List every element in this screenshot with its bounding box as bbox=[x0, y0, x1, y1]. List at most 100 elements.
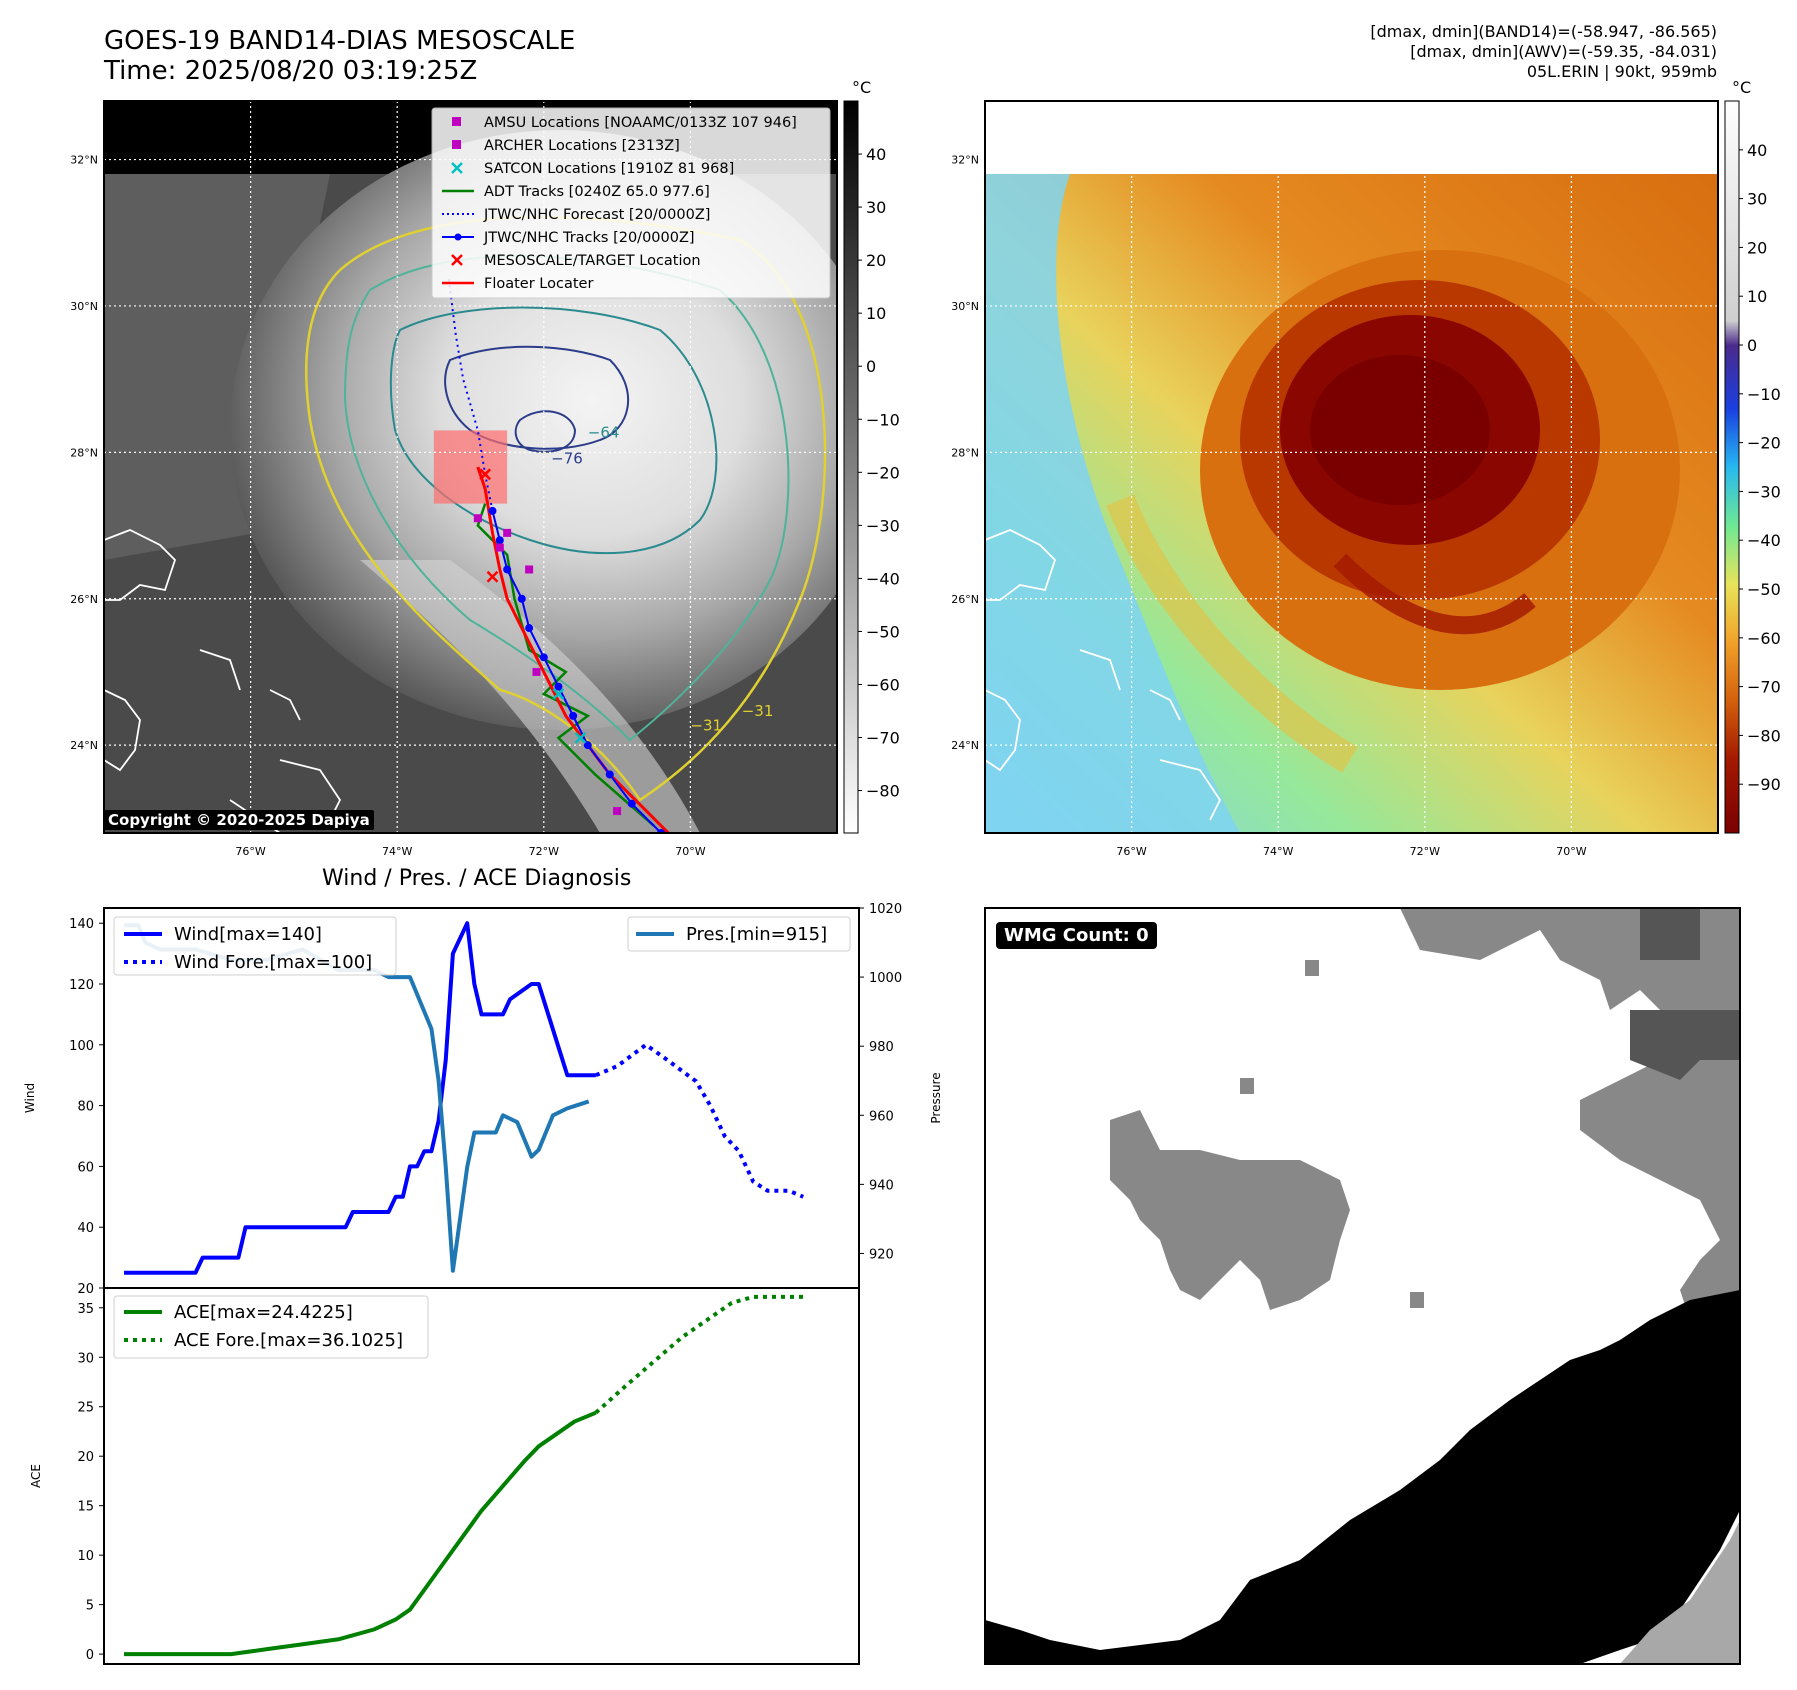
colorbar-tick-label: 0 bbox=[866, 357, 876, 376]
colorbar-tick-label: −10 bbox=[866, 410, 900, 429]
lon-label: 72°W bbox=[1410, 845, 1440, 858]
awv-stats: [dmax, dmin](AWV)=(-59.35, -84.031) bbox=[1410, 42, 1717, 61]
contour-label: −76 bbox=[551, 449, 583, 467]
wind-tick-label: 60 bbox=[77, 1160, 94, 1175]
lon-label: 74°W bbox=[1263, 845, 1293, 858]
colorbar-tick-label: −60 bbox=[1747, 629, 1781, 648]
legend-marker-dot bbox=[454, 233, 462, 241]
wind-legend: Wind[max=140] Wind Fore.[max=100] bbox=[113, 916, 397, 976]
jtwc-point bbox=[503, 565, 512, 574]
legend-label: JTWC/NHC Tracks [20/0000Z] bbox=[483, 230, 695, 246]
legend-label: ADT Tracks [0240Z 65.0 977.6] bbox=[484, 184, 710, 200]
wmg-panel bbox=[984, 907, 1741, 1665]
wmg-count-badge: WMG Count: 0 bbox=[996, 922, 1157, 949]
ace-legend: ACE[max=24.4225] ACE Fore.[max=36.1025] bbox=[113, 1295, 429, 1359]
contour-label: −31 bbox=[742, 702, 774, 720]
lat-label: 28°N bbox=[951, 446, 979, 459]
wind-tick-label: 20 bbox=[77, 1282, 94, 1297]
colorbar-tick-label: 20 bbox=[866, 251, 886, 270]
jtwc-point bbox=[583, 741, 592, 750]
colorbar-tick-label: 30 bbox=[866, 198, 886, 217]
amsu-archer-point bbox=[532, 667, 541, 676]
colorbar-tick-label: −80 bbox=[866, 782, 900, 801]
series-wind-fore- bbox=[595, 1042, 805, 1199]
legend-label: JTWC/NHC Forecast [20/0000Z] bbox=[483, 207, 710, 223]
lat-label: 24°N bbox=[70, 739, 98, 752]
left-map-lon-labels: 76°W 74°W 72°W 70°W bbox=[235, 845, 705, 858]
jtwc-point bbox=[517, 594, 526, 603]
lon-label: 70°W bbox=[1556, 845, 1586, 858]
target-point bbox=[486, 570, 499, 583]
pressure-tick-label: 960 bbox=[869, 1109, 894, 1124]
figure-time: Time: 2025/08/20 03:19:25Z bbox=[104, 56, 478, 86]
pressure-tick-label: 920 bbox=[869, 1247, 894, 1262]
lat-label: 32°N bbox=[951, 154, 979, 167]
lon-label: 74°W bbox=[382, 845, 412, 858]
lon-label: 76°W bbox=[1116, 845, 1146, 858]
right-map-gridlines bbox=[985, 101, 1718, 833]
pressure-tick-label: 940 bbox=[869, 1178, 894, 1193]
jtwc-point bbox=[605, 770, 614, 779]
ace-axis: 0 5 10 15 20 25 30 35 ACE bbox=[29, 1302, 104, 1663]
amsu-archer-point bbox=[473, 514, 482, 523]
pressure-tick-label: 1020 bbox=[869, 902, 902, 917]
wind-tick-label: 80 bbox=[77, 1100, 94, 1115]
pressure-tick-label: 980 bbox=[869, 1040, 894, 1055]
storm-info: 05L.ERIN | 90kt, 959mb bbox=[1526, 62, 1717, 81]
colorbar-tick-label: 30 bbox=[1747, 190, 1767, 209]
satcon-point bbox=[552, 688, 565, 700]
left-map-legend: AMSU Locations [NOAAMC/0133Z 107 946] ARC… bbox=[431, 107, 831, 299]
contour-label: −31 bbox=[690, 717, 722, 735]
series-ace bbox=[124, 1410, 597, 1657]
legend-label: Wind Fore.[max=100] bbox=[174, 952, 372, 973]
jtwc-point bbox=[627, 799, 636, 808]
lat-label: 24°N bbox=[951, 739, 979, 752]
legend-label: Wind[max=140] bbox=[174, 924, 322, 945]
colorbar-tick-label: −30 bbox=[1747, 482, 1781, 501]
lon-label: 70°W bbox=[675, 845, 705, 858]
legend-marker bbox=[451, 162, 463, 174]
legend-label: ACE Fore.[max=36.1025] bbox=[174, 1330, 403, 1351]
right-colorbar: 40 30 20 10 0 −10 −20 −30 −40 −50 −60 −70 −80 −90 bbox=[1724, 100, 1781, 834]
colorbar-tick-label: −50 bbox=[1747, 580, 1781, 599]
wind-tick-label: 40 bbox=[77, 1221, 94, 1236]
right-colorbar-unit: °C bbox=[1732, 78, 1752, 97]
legend-label: Pres.[min=915] bbox=[686, 924, 827, 945]
pressure-legend: Pres.[min=915] bbox=[627, 916, 851, 952]
colorbar-tick-label: 10 bbox=[866, 304, 886, 323]
ace-tick-label: 15 bbox=[77, 1500, 94, 1515]
colorbar-tick-label: −90 bbox=[1747, 775, 1781, 794]
ace-tick-label: 10 bbox=[77, 1549, 94, 1564]
colorbar-tick-label: −30 bbox=[866, 516, 900, 535]
amsu-archer-point bbox=[495, 543, 504, 552]
figure-title: GOES-19 BAND14-DIAS MESOSCALE bbox=[104, 26, 576, 56]
left-map-lat-labels: 32°N 30°N 28°N 26°N 24°N bbox=[70, 154, 98, 753]
ace-series-group bbox=[124, 1294, 804, 1657]
lat-label: 26°N bbox=[951, 593, 979, 606]
lat-label: 32°N bbox=[70, 154, 98, 167]
colorbar-tick-label: 0 bbox=[1747, 336, 1757, 355]
pressure-axis: 920 940 960 980 1000 1020 Pressure bbox=[859, 902, 943, 1262]
right-map-lon-labels: 76°W 74°W 72°W 70°W bbox=[1116, 845, 1586, 858]
jtwc-point bbox=[539, 653, 548, 662]
legend-label: ARCHER Locations [2313Z] bbox=[484, 138, 680, 154]
series-ace-fore- bbox=[594, 1294, 804, 1415]
wind-axis-label: Wind bbox=[23, 1083, 37, 1113]
legend-label: ACE[max=24.4225] bbox=[174, 1302, 353, 1323]
colorbar-tick-label: 20 bbox=[1747, 238, 1767, 257]
legend-marker bbox=[451, 254, 463, 266]
diagnosis-title: Wind / Pres. / ACE Diagnosis bbox=[322, 866, 632, 891]
satcon-point bbox=[574, 731, 587, 744]
amsu-archer-point bbox=[525, 565, 534, 574]
band14-stats: [dmax, dmin](BAND14)=(-58.947, -86.565) bbox=[1370, 22, 1717, 41]
lon-label: 76°W bbox=[235, 845, 265, 858]
jtwc-point bbox=[569, 711, 578, 720]
colorbar-tick-label: −70 bbox=[866, 729, 900, 748]
colorbar-tick-label: −60 bbox=[866, 675, 900, 694]
jtwc-point bbox=[495, 536, 504, 545]
colorbar-tick-label: −20 bbox=[866, 463, 900, 482]
legend-label: MESOSCALE/TARGET Location bbox=[484, 253, 701, 269]
contour-label: −64 bbox=[588, 424, 620, 442]
